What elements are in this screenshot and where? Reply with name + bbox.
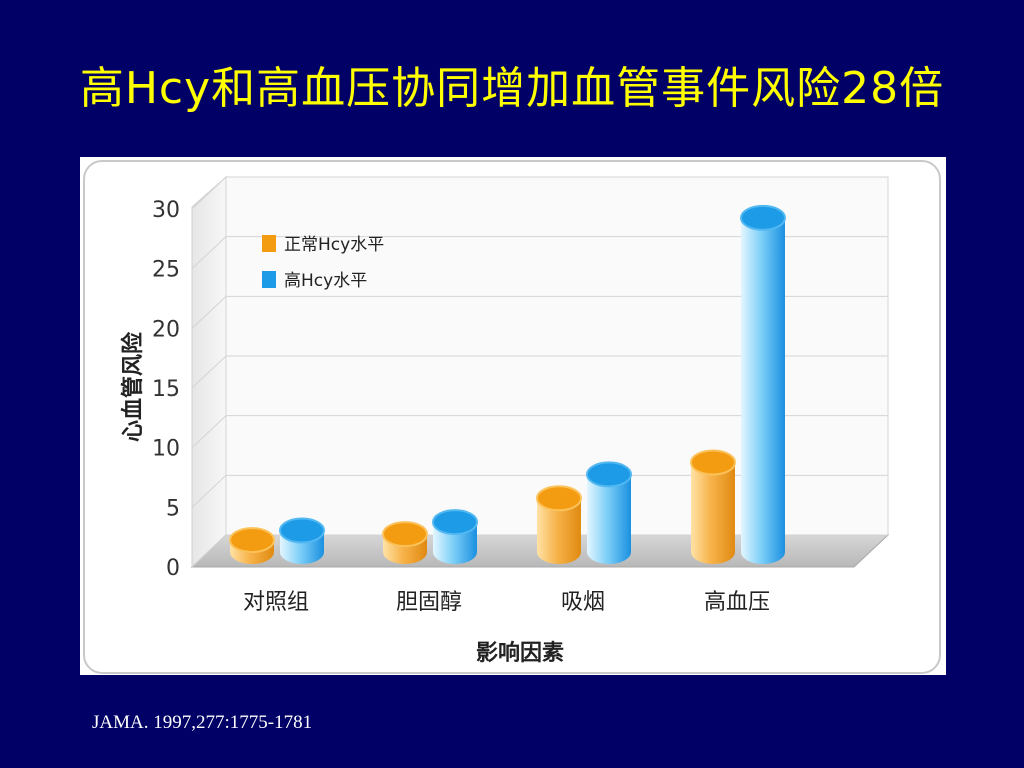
gridline-side (191, 415, 227, 449)
legend-swatch-normal (262, 235, 276, 252)
x-tick-label: 胆固醇 (396, 590, 462, 615)
bar-top (690, 449, 736, 476)
legend-label-high: 高Hcy水平 (284, 271, 367, 291)
bar-top (279, 517, 325, 544)
gridline-side (191, 534, 227, 568)
bar-body (741, 217, 785, 564)
y-tick-label: 0 (166, 556, 180, 581)
bar-body (537, 498, 581, 564)
bar (229, 527, 275, 564)
gridline-side (191, 474, 227, 508)
citation: JAMA. 1997,277:1775-1781 (92, 712, 313, 733)
bar (536, 485, 582, 564)
bar-top (740, 204, 786, 231)
bar (690, 449, 736, 564)
bar (432, 509, 478, 564)
slide-title: 高Hcy和高血压协同增加血管事件风险28倍 (79, 63, 945, 114)
x-tick-label: 高血压 (704, 590, 770, 615)
legend-swatch-high (262, 271, 276, 288)
legend: 正常Hcy水平 高Hcy水平 (262, 235, 384, 291)
y-tick-label: 25 (152, 258, 180, 283)
gridline-side (191, 236, 227, 270)
x-tick-label: 吸烟 (561, 590, 605, 615)
gridline-side (191, 355, 227, 389)
bars (229, 204, 786, 564)
gridline-side (191, 295, 227, 329)
bar (740, 204, 786, 564)
y-axis-title: 心血管风险 (120, 331, 146, 442)
legend-label-normal: 正常Hcy水平 (284, 235, 384, 255)
bar-top (536, 485, 582, 512)
bar (279, 517, 325, 564)
gridline-side (191, 176, 227, 210)
bar-body (691, 462, 735, 564)
y-tick-label: 10 (152, 437, 180, 462)
y-tick-label: 5 (166, 496, 180, 521)
bar (586, 461, 632, 564)
bar-top (229, 527, 275, 554)
chart-panel: 0 5 10 15 20 25 30 对照组 胆固醇 吸烟 高血压 正常Hcy水平 高Hcy水平 … (80, 157, 946, 675)
x-tick-labels: 对照组 胆固醇 吸烟 高血压 (243, 590, 770, 615)
bar (382, 521, 428, 564)
y-tick-label: 15 (152, 377, 180, 402)
bar-top (586, 461, 632, 488)
bar-top (382, 521, 428, 548)
y-tick-label: 30 (152, 198, 180, 223)
y-tick-label: 20 (152, 317, 180, 342)
x-axis-title: 影响因素 (476, 640, 564, 666)
bar-top (432, 509, 478, 536)
x-tick-label: 对照组 (243, 590, 309, 615)
y-tick-labels: 0 5 10 15 20 25 30 (152, 198, 180, 581)
bar-body (587, 474, 631, 564)
